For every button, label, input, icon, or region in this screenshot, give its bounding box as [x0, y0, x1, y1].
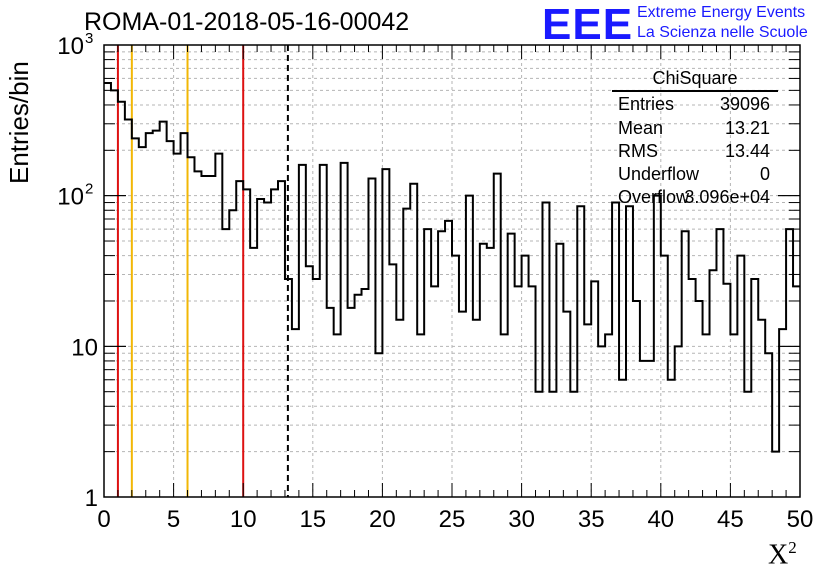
- stat-row-rms: RMS 13.44: [618, 141, 778, 165]
- stat-value: 3.096e+04: [684, 187, 770, 207]
- axis-ticks: [103, 44, 801, 498]
- stat-name: Entries: [618, 94, 675, 114]
- y-tick-label: 10: [71, 334, 98, 361]
- stat-name: Mean: [618, 118, 664, 138]
- x-tick-label: 45: [717, 506, 744, 533]
- x-tick-label: 15: [299, 506, 326, 533]
- y-tick-exponent: 2: [85, 181, 93, 198]
- stats-box: ChiSquare Entries 39096 Mean 13.21 RMS 1…: [612, 68, 778, 210]
- stat-row-entries: Entries 39096: [618, 94, 778, 118]
- run-title: ROMA-01-2018-05-16-00042: [84, 8, 410, 36]
- stat-row-mean: Mean 13.21: [618, 118, 778, 142]
- stat-value: 39096: [719, 94, 770, 114]
- stat-value: 13.44: [724, 141, 770, 161]
- stats-divider: [612, 90, 778, 92]
- stat-row-overflow: Overflow 3.096e+04: [618, 187, 778, 211]
- y-tick-label: 10: [57, 184, 84, 211]
- x-tick-label: 30: [508, 506, 535, 533]
- x-tick-label: 35: [578, 506, 605, 533]
- x-tick-label: 0: [97, 506, 110, 533]
- eee-logo: EEE: [542, 0, 634, 49]
- x-tick-label: 20: [369, 506, 396, 533]
- stat-value: 13.21: [724, 118, 770, 138]
- x-tick-label: 40: [647, 506, 674, 533]
- y-axis-label: Entries/bin: [4, 61, 34, 184]
- y-tick-exponent: 3: [85, 30, 93, 47]
- stat-value: 0: [759, 164, 770, 184]
- x-tick-label: 5: [167, 506, 180, 533]
- y-tick-label: 1: [85, 485, 98, 512]
- stat-row-underflow: Underflow 0: [618, 164, 778, 188]
- stats-title: ChiSquare: [652, 68, 738, 88]
- stat-name: Underflow: [618, 164, 700, 184]
- x-tick-label: 25: [439, 506, 466, 533]
- histogram-series: [104, 81, 800, 453]
- marker-lines: [116, 45, 289, 497]
- x-tick-label: 50: [787, 506, 814, 533]
- x-tick-label: 10: [230, 506, 257, 533]
- grid-lines: [104, 45, 800, 497]
- stat-name: Overflow: [618, 187, 690, 207]
- x-axis-label: X2: [768, 538, 797, 571]
- stat-name: RMS: [618, 141, 658, 161]
- y-tick-label: 10: [57, 33, 84, 60]
- logo-text-line1: Extreme Energy Events: [637, 4, 806, 21]
- logo-text-line2: La Scienza nelle Scuole: [637, 24, 808, 41]
